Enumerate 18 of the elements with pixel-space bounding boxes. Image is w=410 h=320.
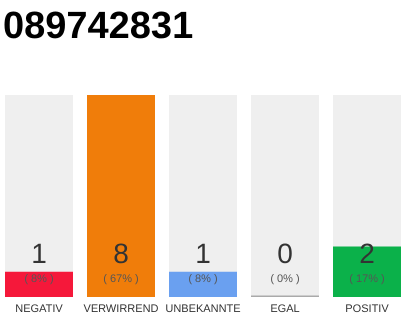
annotation: ( 0% ) — [270, 273, 300, 285]
annotation: ( 67% ) — [103, 273, 139, 285]
x-tick-label: POSITIV — [345, 303, 390, 315]
annotation: ( 8% ) — [24, 273, 54, 285]
chart-title: 089742831 — [3, 5, 194, 47]
data-label: 2 — [359, 238, 375, 269]
x-tick-label: VERWIRREND — [84, 303, 159, 315]
x-tick-label: NEGATIV — [15, 303, 64, 315]
bar — [5, 272, 73, 297]
data-label: 1 — [195, 238, 211, 269]
x-tick-label: UNBEKANNTE — [165, 303, 241, 315]
data-label: 0 — [277, 238, 293, 269]
annotation: ( 17% ) — [349, 273, 385, 285]
bar — [169, 272, 237, 297]
data-label: 8 — [113, 238, 129, 269]
data-label: 1 — [31, 238, 47, 269]
annotation: ( 8% ) — [188, 273, 218, 285]
x-tick-label: EGAL — [270, 303, 300, 315]
